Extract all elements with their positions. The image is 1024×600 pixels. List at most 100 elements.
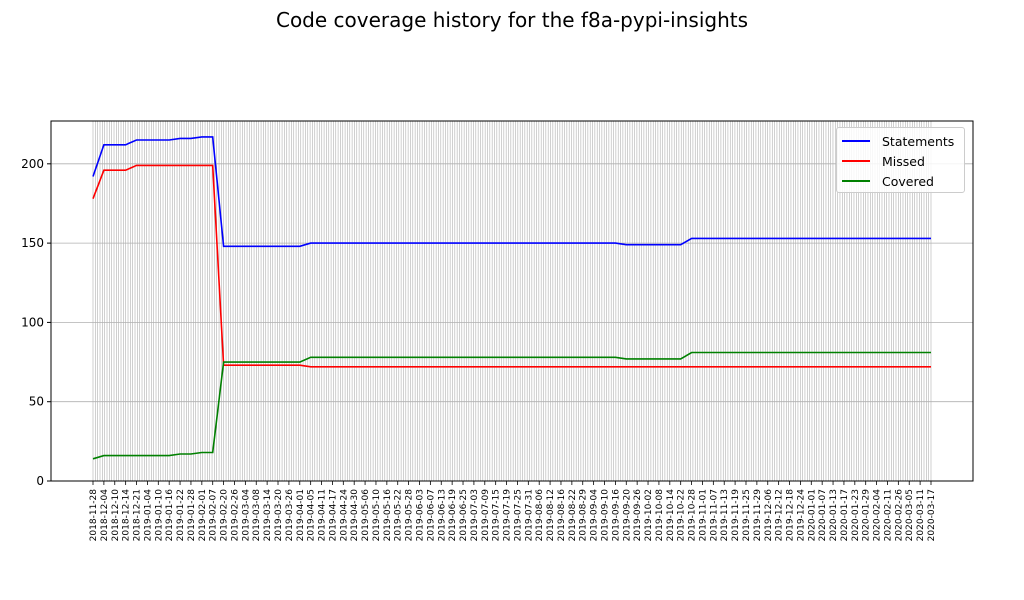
x-tick-label: 2019-06-13: [437, 489, 447, 541]
x-tick-label: 2019-08-22: [568, 489, 578, 541]
x-tick-label: 2019-11-01: [699, 489, 709, 541]
x-tick-label: 2020-01-23: [851, 489, 861, 541]
x-tick-label: 2019-03-04: [241, 489, 251, 542]
legend-swatch-statements: [842, 140, 870, 142]
x-tick-label: 2020-01-01: [807, 489, 817, 541]
x-tick-label: 2018-12-21: [133, 489, 143, 541]
vertical-gridlines: [92, 121, 932, 481]
x-tick-label: 2019-12-12: [775, 489, 785, 541]
x-tick-label: 2019-09-04: [590, 489, 600, 542]
x-tick-label: 2019-12-24: [796, 489, 806, 542]
x-tick-label: 2019-08-06: [535, 489, 545, 542]
x-tick-label: 2019-04-24: [339, 489, 349, 542]
legend-label-covered: Covered: [882, 173, 934, 189]
x-tick-label: 2019-10-22: [677, 489, 687, 541]
x-tick-label: 2018-12-14: [122, 489, 132, 542]
x-tick-label: 2018-12-04: [100, 489, 110, 542]
x-tick-label: 2020-02-04: [873, 489, 883, 542]
x-tick-label: 2019-05-10: [372, 489, 382, 542]
series-line-statements: [92, 136, 931, 248]
x-tick-label: 2020-03-11: [916, 489, 926, 541]
x-tick-label: 2020-01-13: [829, 489, 839, 541]
series-lines: [92, 136, 931, 460]
x-tick-label: 2019-02-26: [231, 489, 241, 542]
x-tick-label: 2019-04-17: [328, 489, 338, 541]
horizontal-gridlines: [51, 163, 973, 482]
x-tick-label: 2019-10-14: [666, 489, 676, 542]
x-tick-label: 2019-11-29: [753, 489, 763, 542]
x-tick-label: 2019-08-12: [546, 489, 556, 541]
x-tick-label: 2019-09-26: [633, 489, 643, 542]
x-tick-label: 2020-01-17: [840, 489, 850, 541]
x-tick-label: 2019-04-01: [296, 489, 306, 541]
x-axis-ticks: 2018-11-28 2018-12-04 2018-12-10 2018-12-14…: [89, 481, 937, 541]
x-tick-label: 2020-01-07: [818, 489, 828, 541]
x-tick-label: 2019-09-16: [611, 489, 621, 542]
x-tick-label: 2019-02-20: [220, 489, 230, 542]
x-tick-label: 2019-03-20: [274, 489, 284, 542]
y-tick-label: 100: [21, 315, 44, 329]
x-tick-label: 2019-07-25: [513, 489, 523, 541]
x-tick-label: 2019-12-06: [764, 489, 774, 542]
x-tick-label: 2019-03-26: [285, 489, 295, 542]
x-tick-label: 2018-11-28: [89, 489, 99, 542]
x-tick-label: 2019-06-07: [426, 489, 436, 541]
x-tick-label: 2019-02-01: [198, 489, 208, 541]
x-tick-label: 2019-07-31: [524, 489, 534, 541]
x-tick-label: 2019-03-08: [252, 489, 262, 542]
legend-item-statements: Statements: [842, 131, 954, 151]
x-tick-label: 2019-08-29: [579, 489, 589, 542]
x-tick-label: 2019-01-04: [143, 489, 153, 542]
x-tick-label: 2019-06-03: [416, 489, 426, 541]
x-tick-label: 2019-01-16: [165, 489, 175, 542]
x-tick-label: 2020-03-05: [905, 489, 915, 541]
x-tick-label: 2019-07-19: [503, 489, 513, 542]
y-tick-label: 50: [29, 395, 44, 409]
x-tick-label: 2019-11-13: [720, 489, 730, 541]
x-tick-label: 2019-12-18: [786, 489, 796, 542]
plot-frame: [50, 120, 974, 482]
x-tick-label: 2019-10-08: [655, 489, 665, 542]
x-tick-label: 2019-06-25: [459, 489, 469, 541]
x-tick-label: 2019-11-07: [709, 489, 719, 541]
x-tick-label: 2019-01-28: [187, 489, 197, 542]
x-tick-label: 2019-05-16: [383, 489, 393, 542]
y-tick-label: 200: [21, 157, 44, 171]
x-tick-label: 2020-02-26: [894, 489, 904, 542]
legend-label-missed: Missed: [882, 153, 925, 169]
x-tick-label: 2019-07-03: [470, 489, 480, 541]
x-tick-label: 2019-05-06: [361, 489, 371, 542]
x-tick-label: 2020-03-17: [927, 489, 937, 541]
y-tick-label: 0: [36, 474, 44, 488]
legend-swatch-missed: [842, 160, 870, 162]
legend-swatch-covered: [842, 180, 870, 182]
x-tick-label: 2019-01-22: [176, 489, 186, 541]
x-tick-label: 2019-05-22: [394, 489, 404, 541]
x-tick-label: 2020-01-29: [862, 489, 872, 542]
x-tick-label: 2019-09-10: [601, 489, 611, 542]
x-tick-label: 2019-11-19: [731, 489, 741, 542]
x-tick-label: 2019-08-16: [557, 489, 567, 542]
legend: Statements Missed Covered: [836, 127, 965, 193]
x-tick-label: 2019-07-15: [492, 489, 502, 541]
x-tick-label: 2019-11-25: [742, 489, 752, 541]
x-tick-label: 2019-04-05: [307, 489, 317, 541]
x-tick-label: 2019-10-28: [688, 489, 698, 542]
x-tick-label: 2019-04-11: [318, 489, 328, 541]
x-tick-label: 2019-05-28: [405, 489, 415, 542]
y-tick-label: 150: [21, 236, 44, 250]
x-tick-label: 2019-07-09: [481, 489, 491, 542]
x-tick-label: 2019-10-02: [644, 489, 654, 541]
x-tick-label: 2019-09-20: [622, 489, 632, 542]
legend-item-covered: Covered: [842, 171, 934, 191]
x-tick-label: 2019-02-07: [209, 489, 219, 541]
x-tick-label: 2018-12-10: [111, 489, 121, 542]
y-axis-ticks: 0 50 100 150 200: [21, 157, 51, 488]
x-tick-label: 2019-03-14: [263, 489, 273, 542]
x-tick-label: 2019-04-30: [350, 489, 360, 542]
legend-item-missed: Missed: [842, 151, 925, 171]
x-tick-label: 2019-06-19: [448, 489, 458, 542]
series-line-missed: [92, 164, 931, 368]
chart-title: Code coverage history for the f8a-pypi-i…: [275, 8, 749, 32]
